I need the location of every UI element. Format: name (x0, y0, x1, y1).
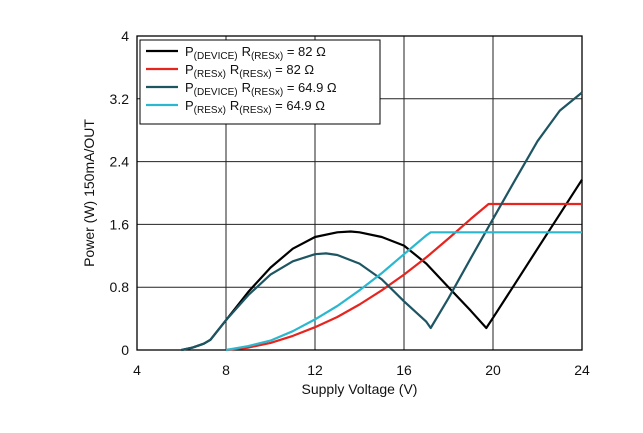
legend-entry-part: P (185, 62, 194, 77)
legend-entry-part: (RESx) (251, 87, 283, 98)
x-tick-label: 4 (133, 362, 141, 378)
y-tick-label: 3.2 (110, 91, 130, 107)
legend-entry-part: = 64.9 Ω (272, 98, 326, 113)
x-tick-label: 8 (222, 362, 230, 378)
legend-entry-part: (RESx) (251, 51, 283, 62)
tick-labels: 4 8 12 16 20 24 0 0.8 1.6 2.4 3.2 4 (110, 28, 590, 378)
series-line-2 (225, 202, 582, 352)
x-tick-label: 12 (307, 362, 323, 378)
y-axis-label: Power (W) 150mA/OUT (81, 119, 97, 267)
legend-entry-part: (DEVICE) (194, 87, 238, 98)
legend-entry-2: P(RESx) R(RESx) = 82 Ω (185, 62, 314, 80)
legend-entry-part: P (185, 98, 194, 113)
legend-entry-part: R (230, 98, 239, 113)
legend-entry-4: P(RESx) R(RESx) = 64.9 Ω (185, 98, 325, 116)
series-line-1 (181, 179, 583, 352)
y-tick-label: 0.8 (110, 279, 130, 295)
x-tick-label: 24 (574, 362, 590, 378)
y-tick-label: 2.4 (110, 154, 130, 170)
legend-entry-part: (RESx) (239, 105, 271, 116)
legend-entry-part: (DEVICE) (194, 51, 238, 62)
x-tick-label: 16 (396, 362, 412, 378)
legend-entry-part: (RESx) (194, 105, 226, 116)
x-axis-label: Supply Voltage (V) (302, 381, 418, 397)
legend-entry-part: (RESx) (194, 69, 226, 80)
legend-entry-part: R (242, 80, 251, 95)
legend-entry-part: P (185, 80, 194, 95)
legend-box (139, 39, 381, 125)
y-tick-label: 0 (121, 342, 129, 358)
legend-entry-part: = 64.9 Ω (283, 80, 337, 95)
series-line-4 (225, 231, 582, 352)
y-tick-label: 4 (121, 28, 129, 44)
legend-entry-part: = 82 Ω (272, 62, 315, 77)
legend-entry-part: P (185, 44, 194, 59)
legend-entry-3: P(DEVICE) R(RESx) = 64.9 Ω (185, 80, 337, 98)
legend-entry-part: R (230, 62, 239, 77)
legend-entry-part: (RESx) (239, 69, 271, 80)
plot-frame (136, 35, 583, 351)
legend-entry-part: R (242, 44, 251, 59)
x-tick-label: 20 (485, 362, 501, 378)
legend-entry-1: P(DEVICE) R(RESx) = 82 Ω (185, 44, 326, 62)
y-tick-label: 1.6 (110, 216, 130, 232)
legend-entry-part: = 82 Ω (283, 44, 326, 59)
series-line-3 (181, 91, 583, 352)
legend: P(DEVICE) R(RESx) = 82 ΩP(RESx) R(RESx) = … (139, 39, 381, 125)
series-lines (181, 91, 583, 352)
